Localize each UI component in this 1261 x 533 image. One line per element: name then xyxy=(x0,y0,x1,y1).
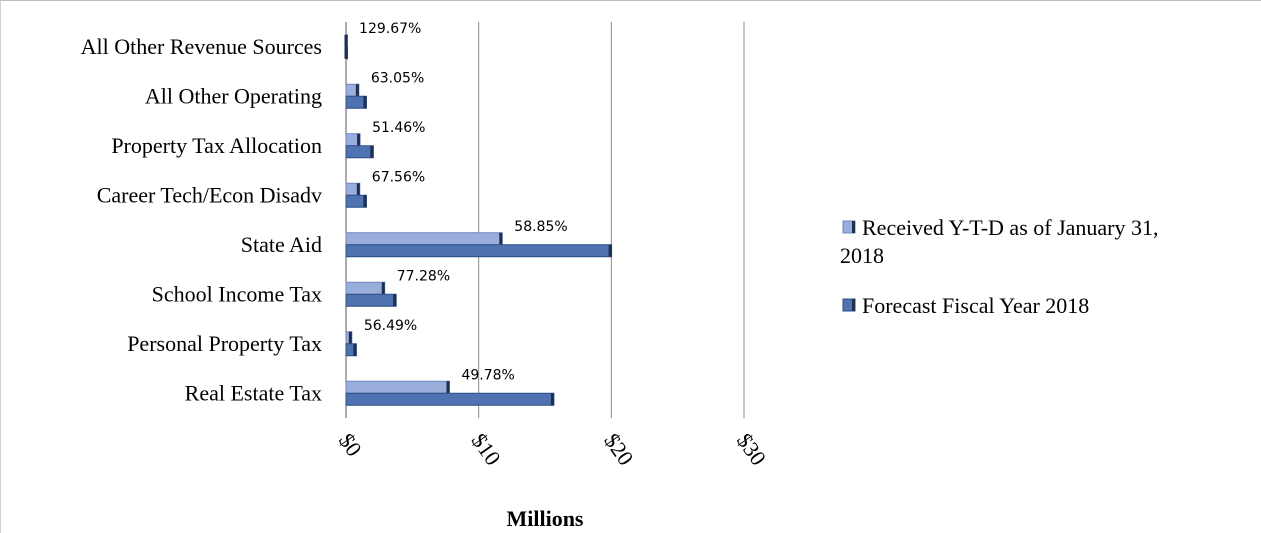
bar-end-cap xyxy=(550,393,554,406)
bar-end-cap xyxy=(348,331,352,344)
category-label: All Other Revenue Sources xyxy=(81,34,322,59)
legend-label-received: Received Y-T-D as of January 31, 2018 xyxy=(840,215,1159,268)
bar-end-cap xyxy=(356,183,360,196)
data-label: 56.49% xyxy=(364,318,417,334)
category-labels: Real Estate Tax Personal Property Tax Scho… xyxy=(81,34,322,406)
category-label: Career Tech/Econ Disadv xyxy=(97,182,322,207)
bar-end-cap xyxy=(355,84,359,97)
data-label: 58.85% xyxy=(514,219,567,235)
legend-label-line: Forecast Fiscal Year 2018 xyxy=(862,293,1089,318)
legend-label-line: Received Y-T-D as of January 31, xyxy=(862,215,1159,240)
x-axis-label: Millions xyxy=(506,506,583,531)
bar-end-cap xyxy=(344,46,348,59)
bar-forecast xyxy=(345,95,367,109)
data-label: 49.78% xyxy=(461,367,514,383)
x-tick-label: $20 xyxy=(599,429,638,470)
bar-end-cap xyxy=(608,244,612,257)
x-tick-label: $30 xyxy=(732,429,771,470)
bar-forecast xyxy=(345,244,613,258)
bar-end-cap xyxy=(363,96,367,109)
bar-end-cap xyxy=(363,195,367,208)
bar-end-cap xyxy=(393,294,397,307)
category-label: Property Tax Allocation xyxy=(111,133,322,158)
x-tick-label: $0 xyxy=(334,429,367,461)
legend-label-forecast: Forecast Fiscal Year 2018 xyxy=(862,293,1089,318)
bar-end-cap xyxy=(357,133,361,146)
category-label: Real Estate Tax xyxy=(185,380,322,405)
bar-forecast xyxy=(345,145,374,159)
category-label: State Aid xyxy=(241,232,322,257)
data-label: 51.46% xyxy=(372,120,425,136)
category-label: Personal Property Tax xyxy=(127,331,322,356)
data-label: 67.56% xyxy=(372,169,425,185)
legend-swatch-cap xyxy=(852,299,855,311)
x-tick-label: $10 xyxy=(467,429,506,470)
bar-end-cap xyxy=(499,232,503,245)
bar-received xyxy=(345,232,503,246)
data-labels: 49.78% 56.49% 77.28% 58.85% 67.56% 51.46% 63.0… xyxy=(359,21,568,384)
data-label: 129.67% xyxy=(359,21,421,37)
bar-forecast xyxy=(345,392,555,406)
legend: Received Y-T-D as of January 31, 2018 Fore… xyxy=(840,215,1159,318)
category-label: All Other Operating xyxy=(145,83,322,108)
category-label: School Income Tax xyxy=(152,281,322,306)
bar-received xyxy=(345,281,386,295)
bar-forecast xyxy=(345,293,397,307)
bar-end-cap xyxy=(344,34,348,47)
legend-label-line: 2018 xyxy=(840,243,884,268)
bar-forecast xyxy=(345,194,367,208)
bar-end-cap xyxy=(353,343,357,356)
data-label: 63.05% xyxy=(371,70,424,86)
x-tick-labels: $0 $10 $20 $30 xyxy=(334,429,771,470)
bar-end-cap xyxy=(381,282,385,295)
bar-received xyxy=(345,380,450,394)
legend-swatch-cap xyxy=(852,221,855,233)
bar-end-cap xyxy=(370,145,374,158)
bar-end-cap xyxy=(446,381,450,394)
bars xyxy=(344,34,613,406)
data-label: 77.28% xyxy=(397,268,450,284)
